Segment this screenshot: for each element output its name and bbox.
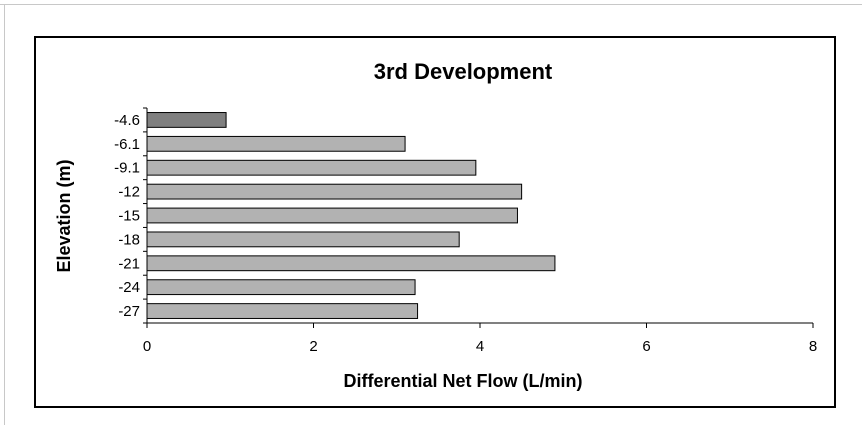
bar--12 — [146, 183, 523, 200]
x-tick-label: 0 — [143, 338, 151, 355]
x-tick-label: 8 — [809, 338, 817, 355]
y-tick-label: -27 — [118, 303, 140, 320]
chart-title: 3rd Development — [374, 59, 553, 84]
x-axis-title: Differential Net Flow (L/min) — [343, 371, 582, 391]
y-tick-label: -21 — [118, 255, 140, 272]
y-tick-label: -12 — [118, 184, 140, 201]
bar--27 — [146, 303, 419, 319]
bar--4.6 — [146, 112, 227, 128]
bar--15 — [146, 207, 518, 224]
axes-group: -4.6 -6.1 -9.1 -12 -15 -18 -21 -24 -27 0 2 4 6 8 — [114, 107, 817, 355]
bar--18 — [146, 231, 460, 248]
y-tick-label: -6.1 — [114, 136, 140, 153]
y-axis-title: Elevation (m) — [54, 159, 74, 272]
y-tick-label: -18 — [118, 231, 140, 248]
y-tick-label: -24 — [118, 279, 140, 296]
bar--21 — [146, 255, 556, 272]
bars-group — [146, 112, 556, 319]
outer-frame-top — [0, 4, 862, 5]
x-tick-label: 6 — [642, 338, 650, 355]
outer-frame-left — [4, 4, 5, 425]
y-tick-label: -4.6 — [114, 112, 140, 129]
x-tick-label: 2 — [309, 338, 317, 355]
x-tick-label: 4 — [476, 338, 484, 355]
bar--24 — [146, 279, 416, 296]
y-tick-label: -15 — [118, 208, 140, 225]
bar--9.1 — [146, 159, 477, 176]
bar--6.1 — [146, 135, 406, 152]
y-tick-label: -9.1 — [114, 160, 140, 177]
